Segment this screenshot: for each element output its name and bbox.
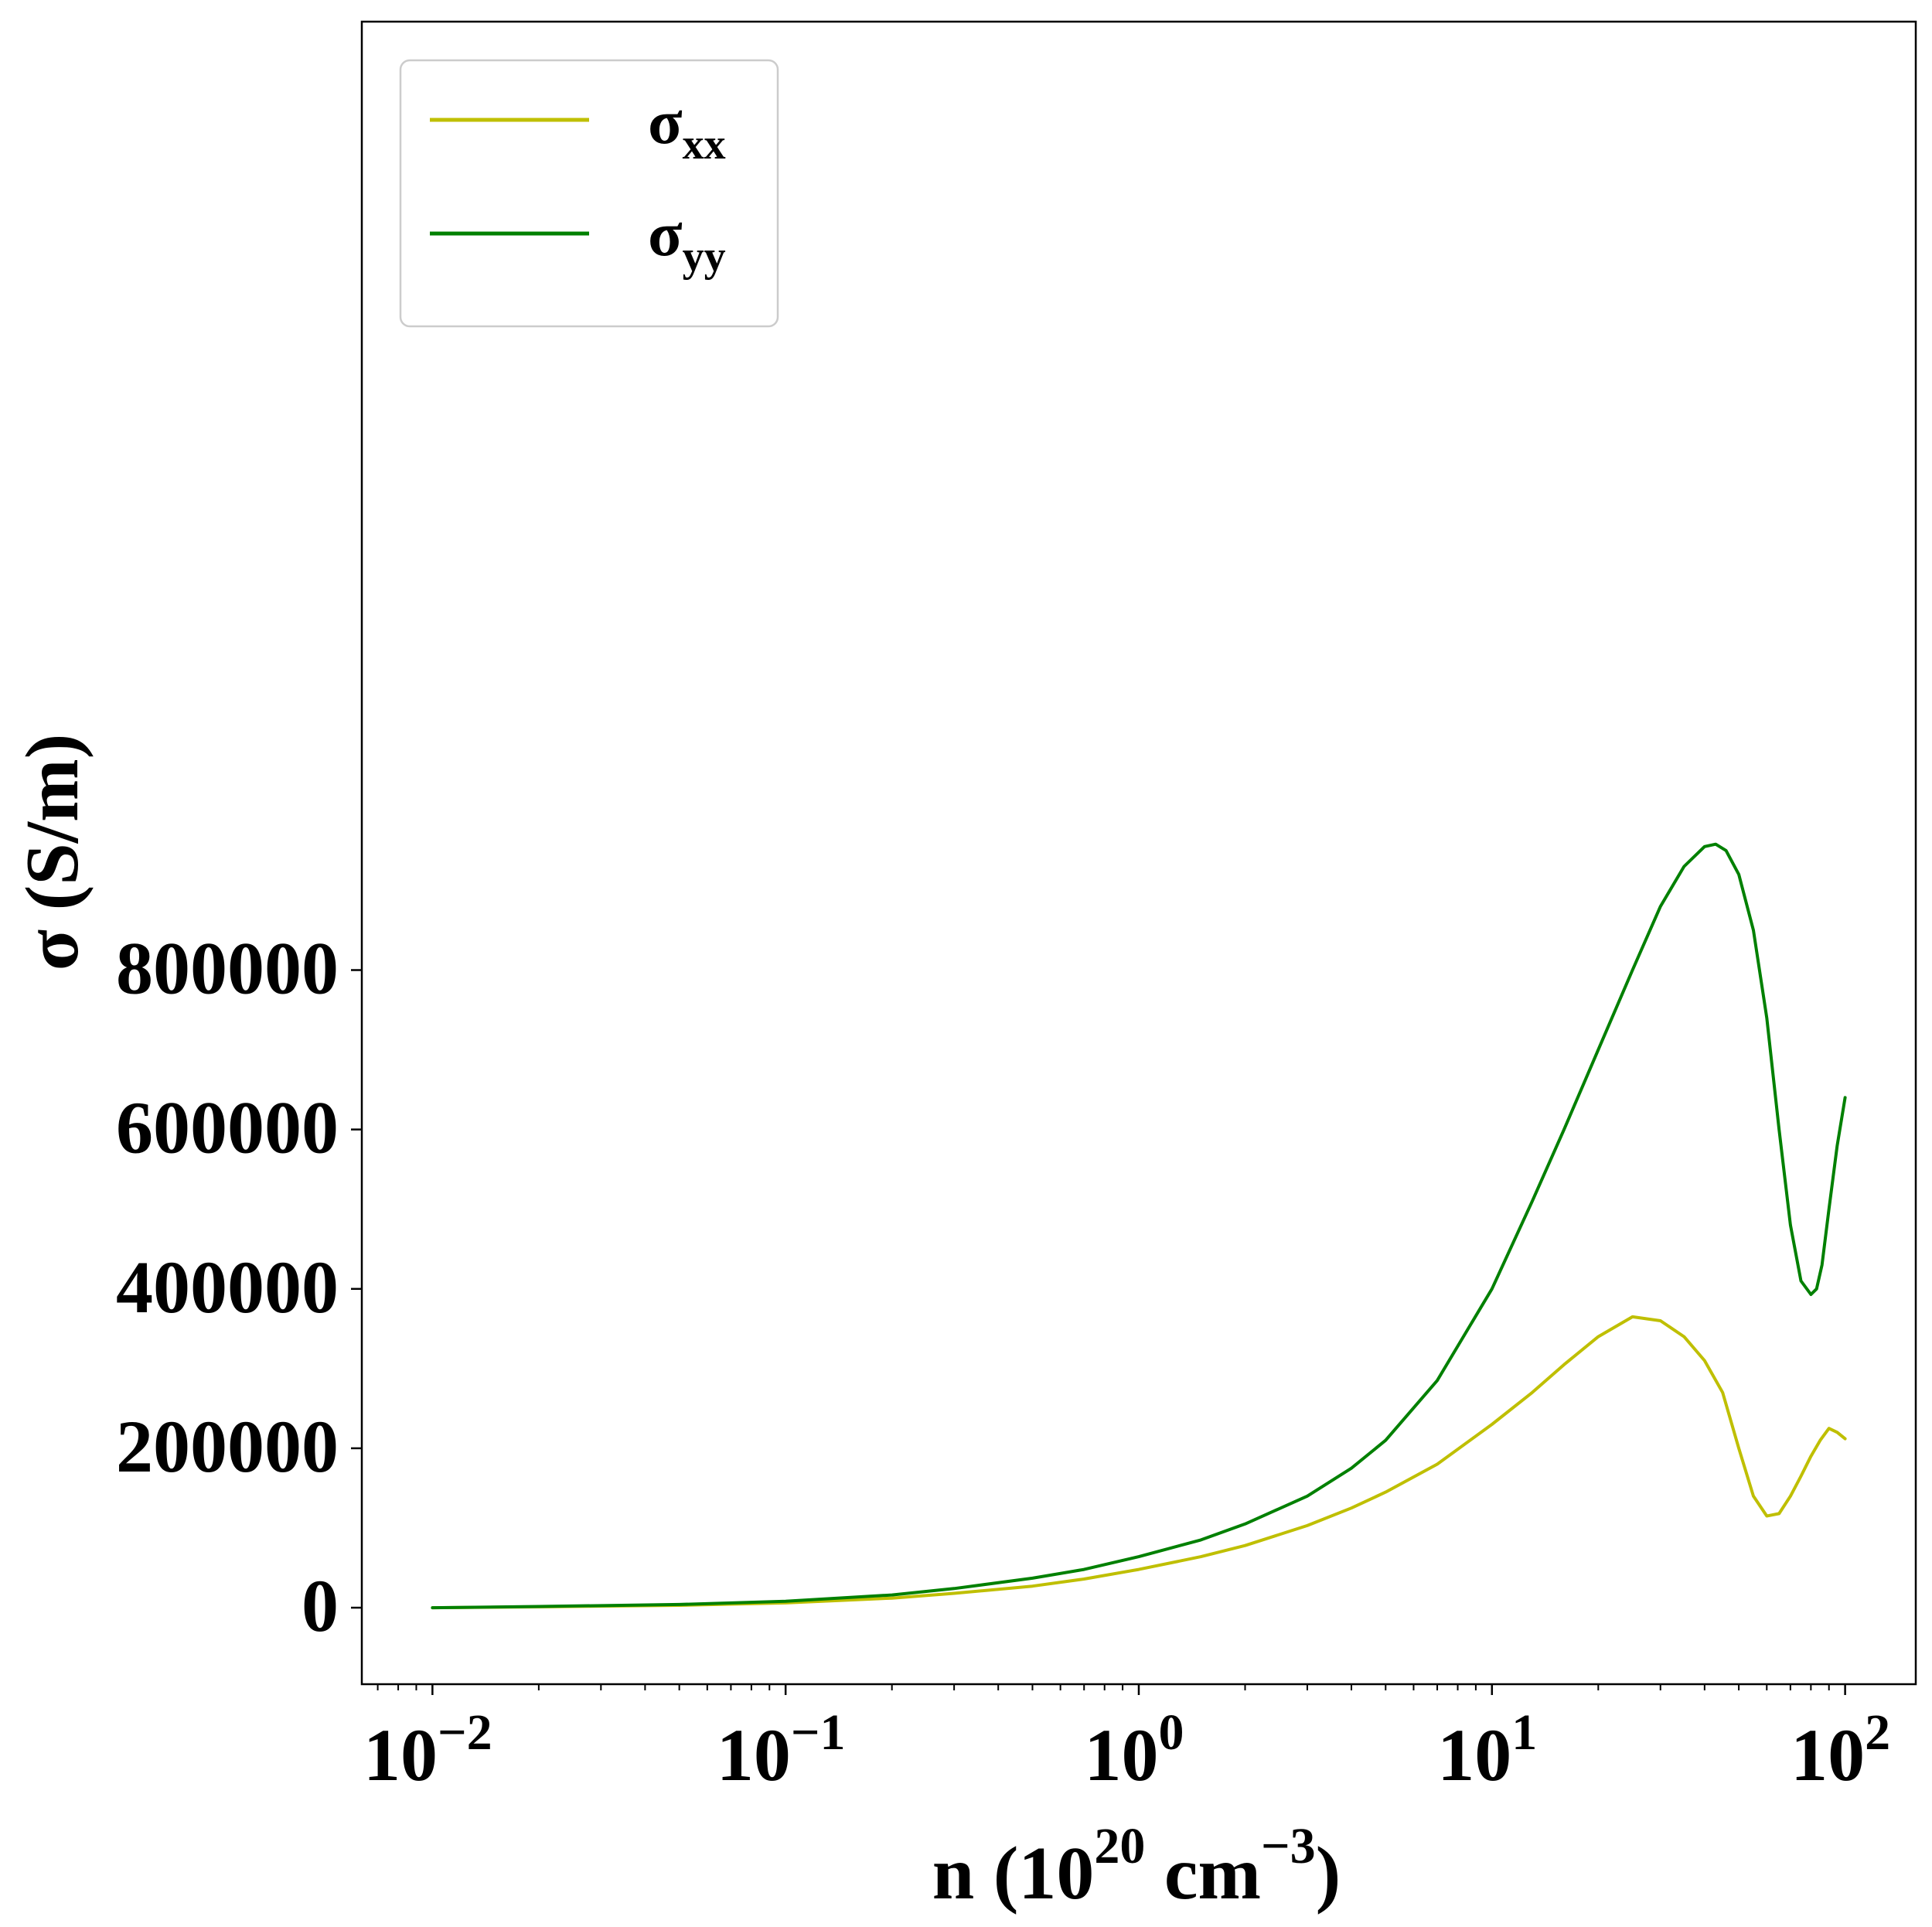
x-axis-label: n (1020 cm−3) <box>932 1818 1341 1915</box>
x-tick-label: 102 <box>1791 1704 1890 1796</box>
y-tick-label: 400000 <box>116 1246 339 1328</box>
x-tick-label: 10−2 <box>363 1704 492 1796</box>
y-tick-label: 600000 <box>116 1086 339 1169</box>
legend-label-yy: σyy <box>648 199 726 281</box>
legend-label-xx: σxx <box>648 87 726 169</box>
x-axis: 10−2 10−1 100 101 102 <box>363 1684 1890 1796</box>
x-tick-label: 100 <box>1084 1704 1184 1796</box>
legend-box <box>399 59 779 328</box>
series-line-xx <box>431 1315 1847 1610</box>
y-tick-label: 0 <box>302 1564 339 1647</box>
y-tick-label: 200000 <box>116 1405 339 1488</box>
series-layer <box>431 842 1847 1610</box>
y-axis-label: σ (S/m) <box>11 734 94 970</box>
y-tick-label: 800000 <box>116 927 339 1010</box>
legend: σxx σyy <box>399 59 779 328</box>
x-tick-label: 10−1 <box>717 1704 846 1796</box>
y-axis: 0 200000 400000 600000 800000 <box>116 927 362 1647</box>
x-tick-label: 101 <box>1437 1704 1537 1796</box>
series-line-yy <box>431 842 1847 1610</box>
